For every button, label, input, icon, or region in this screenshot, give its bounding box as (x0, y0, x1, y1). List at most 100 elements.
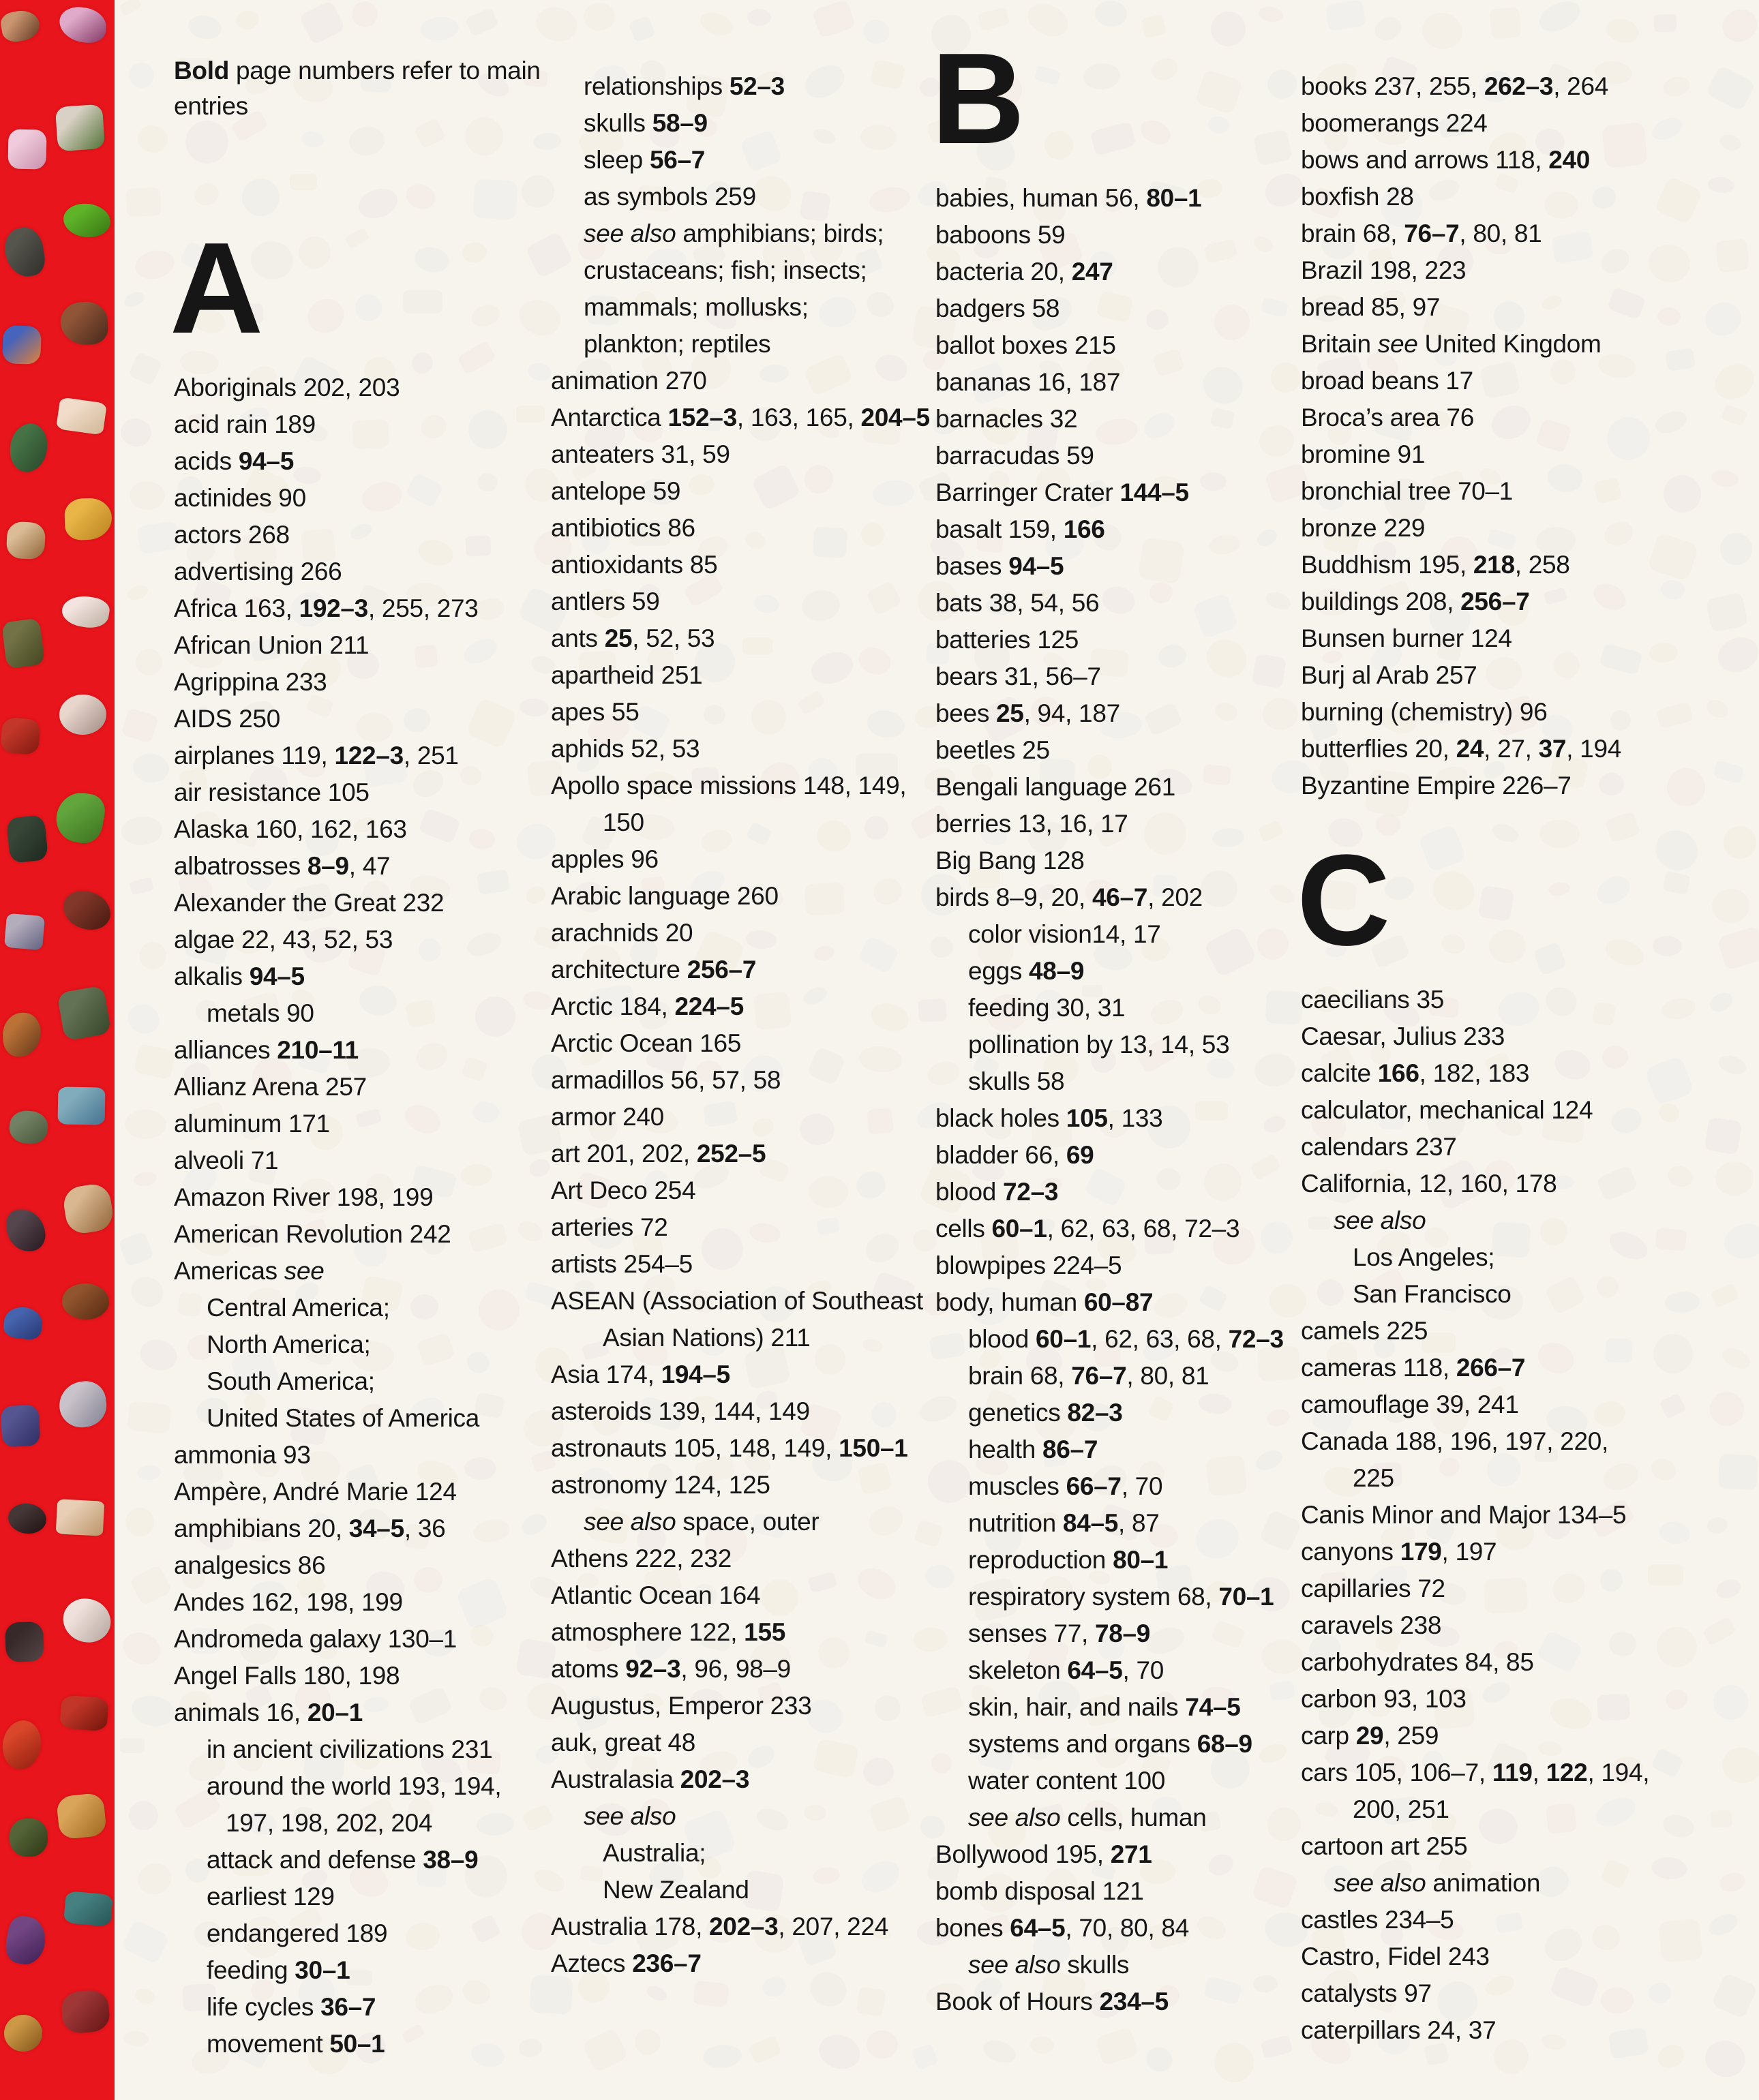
index-entry: 197, 198, 202, 204 (226, 1809, 433, 1837)
index-entry: astronomy 124, 125 (551, 1471, 770, 1499)
index-entry: African Union 211 (174, 631, 370, 659)
index-entry: skeleton 64–5, 70 (968, 1656, 1164, 1684)
index-entry: capillaries 72 (1301, 1574, 1445, 1602)
collage-icon (742, 637, 772, 656)
collage-icon (516, 406, 545, 423)
strip-photo (5, 521, 46, 560)
index-entry: black holes 105, 133 (935, 1104, 1163, 1132)
index-entry: cars 105, 106–7, 119, 122, 194, (1301, 1759, 1650, 1786)
index-entry: boomerangs 224 (1301, 109, 1488, 137)
index-entry: Arctic Ocean 165 (551, 1029, 742, 1057)
bold-page-numbers-note: Bold page numbers refer to main entries (174, 57, 541, 120)
strip-photo (59, 694, 107, 735)
index-entry: anteaters 31, 59 (551, 440, 730, 468)
index-entry: analgesics 86 (174, 1551, 326, 1579)
index-entry: Angel Falls 180, 198 (174, 1662, 400, 1690)
index-entry: butterflies 20, 24, 27, 37, 194 (1301, 735, 1622, 763)
index-entry: barnacles 32 (935, 405, 1078, 433)
collage-icon (290, 174, 317, 190)
index-entry: life cycles 36–7 (207, 1993, 376, 2021)
collage-icon (1195, 1101, 1228, 1121)
index-entry: skin, hair, and nails 74–5 (968, 1693, 1241, 1721)
index-entry: Burj al Arab 257 (1301, 661, 1477, 689)
index-entry: plankton; reptiles (584, 330, 771, 358)
index-entry: bronze 229 (1301, 514, 1426, 542)
strip-photo (5, 1208, 47, 1253)
index-entry: ammonia 93 (174, 1441, 311, 1469)
index-entry: New Zealand (603, 1876, 749, 1904)
index-entry: crustaceans; fish; insects; (584, 256, 867, 284)
index-entry: Castro, Fidel 243 (1301, 1943, 1490, 1970)
index-entry: berries 13, 16, 17 (935, 810, 1128, 838)
index-entry: see also (584, 1802, 676, 1830)
index-entry: 225 (1353, 1464, 1394, 1492)
strip-photo (59, 301, 109, 346)
index-entry: arteries 72 (551, 1213, 668, 1241)
index-entry: baboons 59 (935, 221, 1066, 249)
index-entry: Barringer Crater 144–5 (935, 478, 1189, 506)
index-entry: actinides 90 (174, 484, 306, 512)
index-entry: animals 16, 20–1 (174, 1699, 363, 1726)
index-entry: color vision14, 17 (968, 920, 1161, 948)
index-entry: calendars 237 (1301, 1133, 1457, 1161)
strip-photo (57, 985, 112, 1041)
index-entry: body, human 60–87 (935, 1288, 1154, 1316)
index-entry: castles 234–5 (1301, 1906, 1454, 1934)
index-entry: acid rain 189 (174, 410, 316, 438)
index-entry: aluminum 171 (174, 1110, 330, 1138)
index-entry: bats 38, 54, 56 (935, 589, 1100, 617)
index-entry: barracudas 59 (935, 442, 1094, 470)
index-entry: Andes 162, 198, 199 (174, 1588, 403, 1616)
strip-photo (56, 397, 107, 436)
index-entry: alkalis 94–5 (174, 962, 305, 990)
index-entry: Ampère, André Marie 124 (174, 1478, 457, 1506)
strip-photo (6, 421, 51, 474)
index-entry: Caesar, Julius 233 (1301, 1022, 1505, 1050)
index-entry: amphibians 20, 34–5, 36 (174, 1515, 446, 1542)
index-entry: Aboriginals 202, 203 (174, 374, 400, 401)
index-entry: Alexander the Great 232 (174, 889, 445, 917)
index-entry: Central America; (207, 1294, 390, 1322)
index-entry: brain 68, 76–7, 80, 81 (1301, 219, 1542, 247)
index-entry: bread 85, 97 (1301, 293, 1441, 321)
strip-photo (55, 1499, 105, 1536)
index-column-1: Bold page numbers refer to main entries A… (170, 53, 566, 2063)
index-entry: Canis Minor and Major 134–5 (1301, 1501, 1627, 1529)
strip-photo (63, 497, 113, 541)
index-entry: artists 254–5 (551, 1250, 693, 1278)
index-entry: Amazon River 198, 199 (174, 1183, 434, 1211)
index-entry: asteroids 139, 144, 149 (551, 1397, 810, 1425)
strip-photo (2, 1305, 44, 1341)
index-entry: Arabic language 260 (551, 882, 779, 910)
strip-photo (60, 1989, 111, 2035)
strip-photo (59, 592, 112, 631)
index-entry: architecture 256–7 (551, 956, 757, 984)
index-entry: respiratory system 68, 70–1 (968, 1583, 1274, 1611)
index-entry: atmosphere 122, 155 (551, 1618, 786, 1646)
index-entry: Antarctica 152–3, 163, 165, 204–5 (551, 404, 930, 431)
index-entry: animation 270 (551, 367, 707, 395)
index-entry: Australia; (603, 1839, 706, 1867)
strip-photo (1, 1011, 43, 1059)
index-entry: genetics 82–3 (968, 1399, 1123, 1427)
index-entry: blood 72–3 (935, 1178, 1059, 1206)
index-entry: apples 96 (551, 845, 659, 873)
index-entry: albatrosses 8–9, 47 (174, 852, 391, 880)
strip-photo (1, 225, 48, 279)
index-entry: Asia 174, 194–5 (551, 1360, 730, 1388)
index-entry: bomb disposal 121 (935, 1877, 1144, 1905)
index-entry: nutrition 84–5, 87 (968, 1509, 1160, 1537)
index-entry: metals 90 (207, 999, 314, 1027)
index-entry: health 86–7 (968, 1435, 1098, 1463)
collage-icon (1648, 1564, 1683, 1586)
red-photo-strip (0, 0, 115, 2100)
index-entry: basalt 159, 166 (935, 515, 1105, 543)
index-entry: bows and arrows 118, 240 (1301, 146, 1591, 174)
index-entry: babies, human 56, 80–1 (935, 184, 1202, 212)
index-entry: bladder 66, 69 (935, 1141, 1094, 1169)
index-entry: acids 94–5 (174, 447, 294, 475)
collage-icon (1422, 1333, 1456, 1353)
index-column-4: books 237, 255, 262–3, 264 boomerangs 224… (1297, 68, 1737, 2049)
strip-photo (56, 1378, 110, 1431)
strip-photo (63, 1891, 113, 1927)
